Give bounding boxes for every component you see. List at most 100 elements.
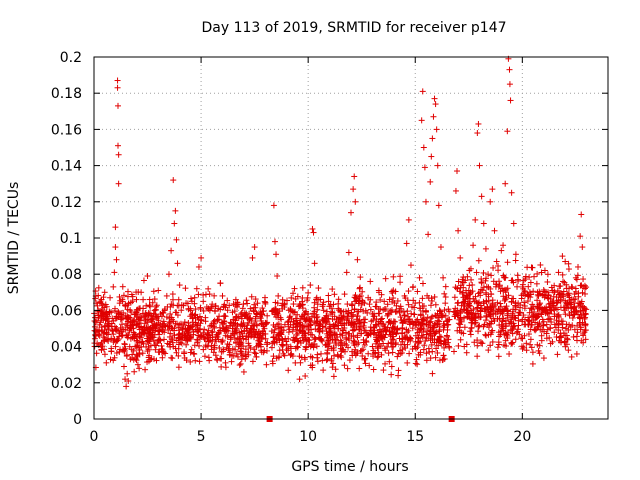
data-point bbox=[337, 352, 344, 359]
data-point bbox=[218, 355, 225, 362]
data-point bbox=[311, 340, 318, 347]
data-point bbox=[192, 357, 199, 364]
data-point bbox=[95, 292, 102, 299]
data-point bbox=[145, 354, 152, 361]
data-point bbox=[252, 350, 259, 357]
data-point bbox=[187, 349, 194, 356]
data-point bbox=[358, 330, 365, 337]
data-point bbox=[256, 341, 263, 348]
data-point bbox=[144, 338, 151, 345]
data-point bbox=[235, 353, 242, 360]
data-point bbox=[251, 321, 258, 328]
data-point bbox=[302, 373, 309, 380]
data-point bbox=[101, 304, 108, 311]
data-point bbox=[93, 317, 100, 324]
data-point bbox=[361, 327, 368, 334]
data-point bbox=[205, 285, 212, 292]
data-point bbox=[259, 311, 266, 318]
data-point bbox=[192, 306, 199, 313]
y-tick-label: 0.2 bbox=[60, 50, 82, 66]
data-point bbox=[297, 359, 304, 366]
data-point bbox=[242, 355, 249, 362]
data-point bbox=[192, 319, 199, 326]
data-point bbox=[305, 289, 312, 296]
data-point bbox=[429, 370, 436, 377]
data-point bbox=[270, 353, 277, 360]
data-point bbox=[188, 346, 195, 353]
data-point bbox=[124, 293, 131, 300]
data-point bbox=[236, 362, 243, 369]
data-point bbox=[132, 343, 139, 350]
data-point bbox=[140, 277, 147, 284]
data-point bbox=[167, 310, 174, 317]
data-point bbox=[110, 331, 117, 338]
data-point bbox=[191, 300, 198, 307]
data-point bbox=[112, 343, 119, 350]
data-point bbox=[232, 340, 239, 347]
data-point bbox=[112, 326, 119, 333]
data-point bbox=[229, 352, 236, 359]
data-point bbox=[166, 322, 173, 329]
data-point bbox=[142, 366, 149, 373]
data-point bbox=[262, 321, 269, 328]
data-point bbox=[200, 307, 207, 314]
data-point bbox=[113, 350, 120, 357]
data-point bbox=[438, 334, 445, 341]
data-point bbox=[123, 351, 130, 358]
data-point bbox=[251, 301, 258, 308]
data-point bbox=[148, 355, 155, 362]
data-point bbox=[159, 346, 166, 353]
data-point bbox=[264, 312, 271, 319]
data-point bbox=[122, 313, 129, 320]
data-point bbox=[112, 315, 119, 322]
data-point bbox=[201, 326, 208, 333]
data-point bbox=[245, 351, 252, 358]
data-point bbox=[202, 335, 209, 342]
data-point bbox=[103, 359, 110, 366]
data-point bbox=[181, 349, 188, 356]
data-point bbox=[93, 350, 100, 357]
data-point bbox=[164, 303, 171, 310]
data-point bbox=[212, 352, 219, 359]
data-point bbox=[381, 298, 388, 305]
data-point bbox=[364, 309, 371, 316]
data-point bbox=[406, 350, 413, 357]
y-tick-label: 0.06 bbox=[51, 303, 82, 319]
data-point bbox=[196, 334, 203, 341]
data-point bbox=[251, 330, 258, 337]
y-tick-label: 0.04 bbox=[51, 340, 82, 356]
data-point bbox=[211, 317, 218, 324]
data-point bbox=[157, 337, 164, 344]
data-point bbox=[111, 305, 118, 312]
data-point bbox=[196, 342, 203, 349]
data-point bbox=[316, 322, 323, 329]
data-point bbox=[232, 346, 239, 353]
data-point bbox=[124, 306, 131, 313]
y-axis-label: SRMTID / TECUs bbox=[6, 182, 22, 295]
data-point bbox=[418, 332, 425, 339]
data-point bbox=[145, 311, 152, 318]
data-point bbox=[198, 316, 205, 323]
data-point bbox=[332, 366, 339, 373]
data-point bbox=[98, 346, 105, 353]
data-point bbox=[446, 344, 453, 351]
data-point bbox=[192, 326, 199, 333]
data-point bbox=[224, 333, 231, 340]
data-point bbox=[166, 341, 173, 348]
data-point bbox=[428, 333, 435, 340]
data-point bbox=[95, 284, 102, 291]
data-point bbox=[252, 315, 259, 322]
data-point bbox=[294, 330, 301, 337]
data-point bbox=[272, 323, 279, 330]
data-point bbox=[261, 298, 268, 305]
y-tick-label: 0.08 bbox=[51, 267, 82, 283]
data-point bbox=[248, 293, 255, 300]
data-point bbox=[441, 344, 448, 351]
data-point bbox=[151, 296, 158, 303]
data-point bbox=[127, 299, 134, 306]
data-point bbox=[181, 319, 188, 326]
data-point bbox=[122, 301, 129, 308]
data-point bbox=[240, 335, 247, 342]
data-point bbox=[380, 340, 387, 347]
